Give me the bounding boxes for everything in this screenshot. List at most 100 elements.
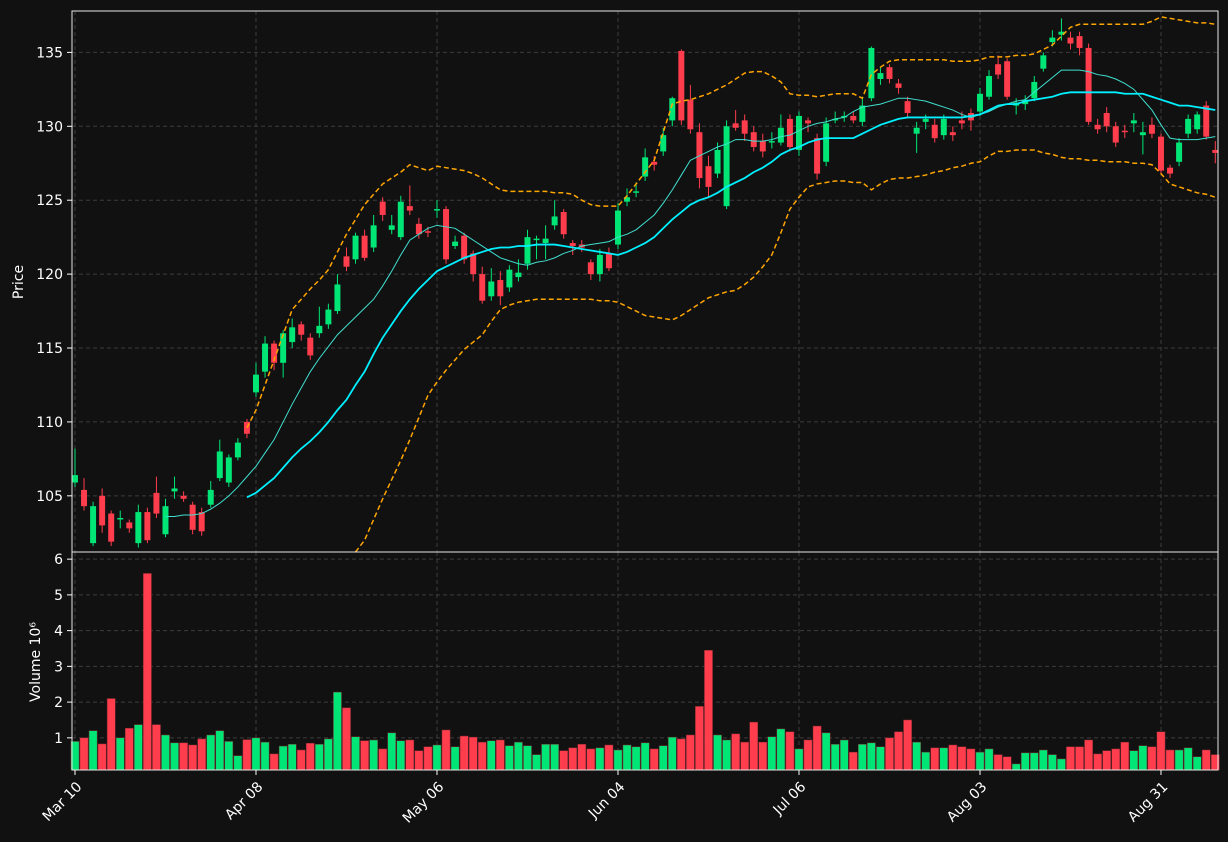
candle-body [614,210,621,245]
volume-bar [1138,745,1148,771]
candle-body [678,50,685,121]
volume-bar [423,746,433,771]
candle-body [443,209,450,260]
volume-bar [903,719,912,771]
candle-body [868,47,875,99]
volume-frame [71,551,1219,771]
volume-bar [496,739,505,771]
candle-body [325,309,332,325]
candle-body [117,518,124,520]
candle-body [995,64,1002,75]
volume-bar [342,707,351,771]
y-tick-label: 125 [36,193,63,209]
volume-bar [704,650,713,771]
volume-bar [1201,749,1211,771]
candle-body [587,262,594,275]
candle-body [1112,126,1119,143]
volume-bar [161,734,170,771]
volume-bar [568,747,578,771]
candle-body [470,253,477,275]
candle-body [669,98,676,121]
volume-bar [459,735,469,771]
candle-body [1094,124,1101,130]
volume-bar [143,573,152,771]
candle-body [913,127,920,134]
candle-body [1139,132,1146,136]
volume-bar [939,747,949,771]
candle-body [1130,120,1137,124]
volume-bar [695,706,704,771]
candle-body [252,374,259,393]
candle-body [397,201,404,238]
candle-body [198,512,205,532]
volume-bar [351,736,360,771]
indicator-line [246,91,1216,499]
candle-body [551,216,558,226]
candle-body [388,225,395,230]
volume-bar [921,751,931,771]
candle-body [596,254,603,275]
volume-bar [269,753,279,771]
candle-body [1103,112,1110,127]
candle-body [361,235,368,258]
volume-bar [930,747,940,771]
candle-body [334,284,341,312]
volume-bar [767,736,777,771]
candle-body [569,243,576,247]
volume-bar [1066,746,1075,771]
candle-body [72,475,78,483]
volume-bar [948,744,958,771]
candle-body [1212,149,1218,153]
y-tick-label: 3 [54,659,63,675]
volume-bar [794,748,804,771]
candle-body [560,212,567,235]
volume-bar [486,740,496,771]
y-tick-label: 120 [36,267,63,283]
volume-bar [179,742,188,771]
volume-bar [550,744,559,771]
volume-bar [414,750,424,771]
candle-body [1176,142,1183,162]
volume-bar [722,739,731,771]
candle-body [949,132,956,136]
candle-body [180,495,187,499]
candle-body [786,118,793,147]
volume-bar [514,741,523,771]
candle-body [126,522,133,529]
candle-body [777,127,784,143]
volume-bar [1039,749,1048,771]
candle-body [1031,81,1038,99]
y-tick-label: 135 [36,45,63,61]
y-tick-label: 6 [54,552,63,568]
candle-body [171,488,178,492]
volume-bar [640,742,650,771]
candle-body [1167,167,1174,174]
candle-body [298,324,305,335]
y-tick-label: 115 [36,341,63,357]
candle-body [651,161,658,165]
volume-bar [993,754,1003,771]
volume-bar [1002,756,1012,771]
candle-body [506,269,513,288]
candle-body [624,197,631,202]
volume-bar [333,691,342,771]
volume-bar [477,741,487,771]
volume-bar [1102,750,1112,771]
volume-bar [324,738,333,771]
volume-bar [152,724,161,771]
grid-layer [72,11,1218,770]
candle-body [642,157,649,177]
volume-bar [1156,731,1166,771]
volume-bar [224,741,234,771]
volume-bar [441,729,451,771]
candle-body [1076,36,1083,48]
candle-body [687,99,694,130]
volume-bar [966,748,976,771]
volume-bar [432,744,442,771]
candle-body [759,141,766,152]
candle-body [1203,105,1210,137]
volume-bar [1075,746,1084,771]
candle-body [452,241,459,247]
volume-bar [595,747,605,771]
volume-bar [287,744,297,771]
